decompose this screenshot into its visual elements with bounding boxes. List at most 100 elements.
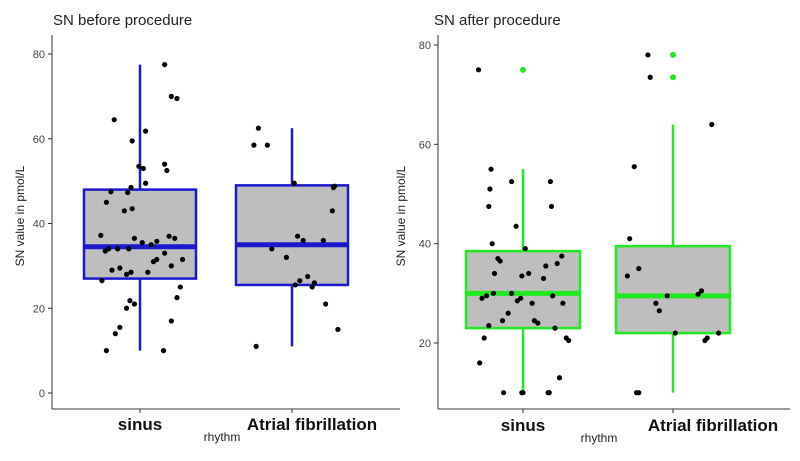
chart-panel-2: SN after procedure 20 40 60 80 SN value in pm… (394, 12, 790, 445)
data-point (139, 239, 145, 246)
data-point (488, 166, 494, 172)
x-tick-label: sinus (501, 416, 545, 435)
data-point (653, 300, 659, 306)
y-tick-label: 60 (33, 134, 45, 146)
data-point (483, 293, 490, 299)
outlier-point (520, 66, 526, 73)
data-point (548, 203, 555, 210)
chart-title: SN after procedure (434, 12, 561, 29)
data-point (704, 335, 710, 341)
data-point (145, 269, 151, 275)
data-point (300, 237, 306, 244)
data-point (518, 295, 524, 301)
data-point (115, 246, 121, 252)
data-point (117, 324, 123, 330)
data-point (162, 161, 168, 167)
x-tick-label: sinus (118, 415, 162, 434)
data-point (103, 348, 109, 354)
data-point (519, 273, 525, 279)
data-point (509, 290, 515, 296)
data-point (168, 263, 174, 269)
data-point (111, 117, 117, 123)
data-point (123, 271, 130, 277)
data-point (253, 343, 259, 349)
data-point (126, 246, 132, 252)
data-point (698, 288, 705, 294)
data-point (154, 256, 160, 263)
data-point (486, 203, 492, 210)
data-point (477, 360, 483, 366)
data-point (98, 232, 104, 238)
data-point (656, 308, 662, 314)
chart-panel-1: SN before procedure 0 20 40 60 80 SN value in … (13, 12, 400, 444)
data-point (505, 310, 511, 316)
data-point (162, 61, 168, 68)
data-point (103, 199, 109, 205)
data-point (709, 121, 715, 128)
data-point (160, 348, 167, 354)
data-point (143, 180, 149, 186)
data-point (554, 260, 560, 267)
data-point (291, 180, 297, 186)
box-iqr (464, 249, 582, 330)
data-point (295, 233, 301, 239)
box-group-1 (464, 66, 582, 396)
y-tick-label: 80 (419, 40, 431, 52)
data-point (123, 305, 130, 311)
data-point (264, 142, 270, 148)
data-point (519, 390, 525, 396)
data-point (148, 242, 154, 248)
data-point (131, 235, 137, 241)
data-point (566, 337, 572, 344)
y-tick-label: 40 (33, 219, 45, 231)
data-point (481, 335, 487, 341)
y-tick-label: 80 (33, 49, 45, 61)
data-point (305, 273, 311, 280)
data-point (154, 238, 160, 244)
data-point (129, 206, 135, 212)
data-point (297, 278, 303, 284)
data-point (128, 269, 134, 275)
box-iqr (614, 244, 732, 335)
data-point (172, 235, 178, 241)
data-point (490, 290, 496, 296)
data-point (491, 270, 498, 277)
y-tick-label: 20 (33, 303, 45, 315)
data-point (624, 273, 631, 279)
data-point (292, 282, 298, 288)
data-point (323, 301, 329, 307)
data-point (559, 253, 565, 259)
data-point (127, 298, 133, 304)
data-point (117, 265, 123, 271)
data-point (174, 95, 180, 102)
data-point (320, 237, 326, 244)
data-point (166, 233, 172, 239)
y-axis-label: SN value in pmol/L (394, 165, 408, 266)
data-point (501, 390, 507, 396)
data-point (664, 293, 670, 299)
box-group-2 (614, 51, 732, 396)
data-point (179, 256, 186, 263)
data-point (128, 184, 134, 191)
box-group-2 (234, 125, 350, 349)
data-point (108, 189, 114, 195)
data-point (125, 189, 131, 196)
box-group-1 (82, 61, 198, 354)
x-axis-label: rhythm (204, 430, 241, 444)
data-point (499, 318, 506, 324)
data-point (486, 323, 492, 329)
data-point (535, 320, 541, 326)
data-point (168, 93, 174, 99)
x-tick-label: Atrial fibrillation (247, 415, 377, 434)
y-tick-label: 0 (39, 388, 45, 400)
data-point (529, 300, 535, 306)
data-point (309, 284, 315, 290)
data-point (540, 275, 547, 282)
box-iqr (234, 184, 350, 287)
data-point (543, 263, 549, 269)
data-point (331, 183, 338, 189)
data-point (636, 265, 642, 272)
data-point (556, 375, 563, 381)
y-axis-label: SN value in pmol/L (13, 165, 27, 266)
